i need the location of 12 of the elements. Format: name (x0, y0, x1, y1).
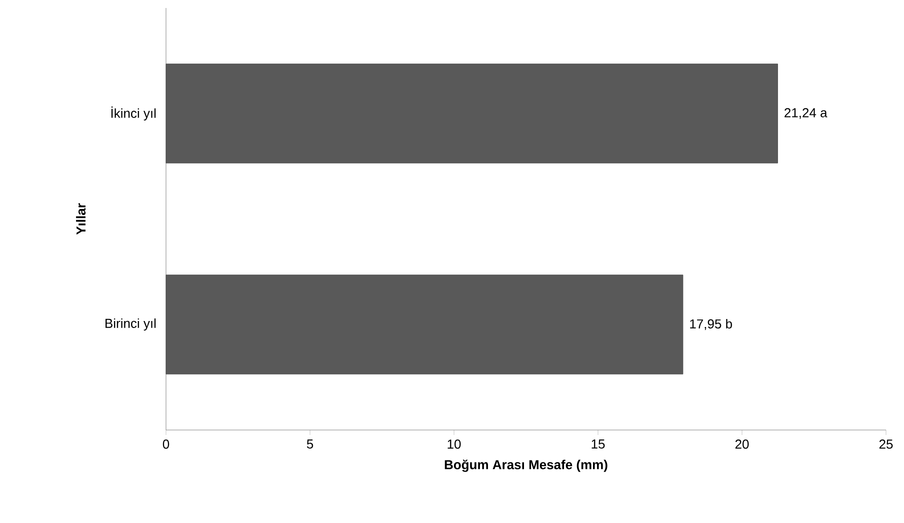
x-tick-label: 0 (162, 440, 170, 449)
x-tick-label: 25 (879, 440, 893, 449)
y-axis-title: Yıllar (76, 203, 86, 235)
y-tick-label: İkinci yıl (111, 106, 156, 120)
x-tick-label: 20 (735, 440, 749, 449)
x-tick-label: 5 (306, 440, 314, 449)
x-tick-label: 15 (592, 440, 605, 449)
data-label: 21,24 a (784, 108, 828, 119)
data-label: 17,95 b (690, 318, 732, 330)
x-axis-title: Boğum Arası Mesafe (mm) (444, 460, 608, 472)
y-tick-label: Birinci yıl (106, 318, 156, 331)
x-tick-label: 10 (448, 440, 461, 449)
